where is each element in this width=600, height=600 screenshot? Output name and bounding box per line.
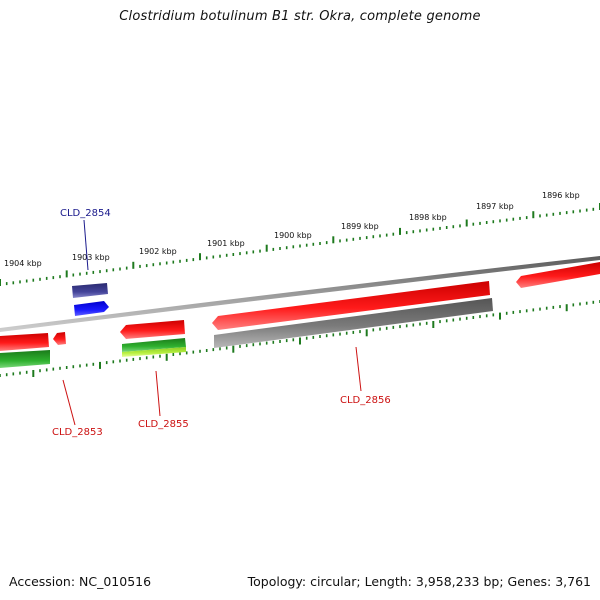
gene-green-left[interactable] xyxy=(0,350,50,368)
gene-cld2853-arrow[interactable] xyxy=(53,332,66,345)
inner-scale-ticks xyxy=(0,300,600,377)
leader-cld2853 xyxy=(62,379,76,426)
accession-text: Accession: NC_010516 xyxy=(9,574,152,589)
leader-cld2856 xyxy=(355,346,362,392)
scale-label-1899: 1899 kbp xyxy=(341,222,379,231)
scale-label-1896: 1896 kbp xyxy=(542,191,580,200)
scale-label-1900: 1900 kbp xyxy=(274,231,312,240)
gene-cld2854[interactable] xyxy=(72,283,108,298)
gene-label-cld2853[interactable]: CLD_2853 xyxy=(52,427,103,438)
gene-cld2853-left[interactable] xyxy=(0,333,49,351)
gene-cld2853[interactable] xyxy=(53,332,66,345)
scale-label-1901: 1901 kbp xyxy=(207,239,245,248)
outer-scale-ticks xyxy=(0,203,600,286)
scale-label-1903: 1903 kbp xyxy=(72,253,110,262)
leader-cld2855 xyxy=(155,370,161,417)
scale-labels: 1904 kbp 1903 kbp 1902 kbp 1901 kbp 1900… xyxy=(4,191,580,268)
gene-cld2856-arrow[interactable] xyxy=(212,281,490,330)
gene-blue-feature[interactable] xyxy=(74,301,109,316)
gene-cld2854-arrow[interactable] xyxy=(72,283,108,298)
genome-backbone xyxy=(0,256,600,332)
gene-right-red[interactable] xyxy=(516,262,600,288)
gene-cld2856[interactable] xyxy=(212,281,490,330)
gene-green-mid[interactable] xyxy=(122,338,186,352)
gene-cld2855-arrow[interactable] xyxy=(120,320,185,339)
map-title: Clostridium botulinum B1 str. Okra, comp… xyxy=(119,9,481,24)
scale-label-1902: 1902 kbp xyxy=(139,247,177,256)
genome-summary-text: Topology: circular; Length: 3,958,233 bp… xyxy=(247,574,591,589)
scale-label-1904: 1904 kbp xyxy=(4,259,42,268)
gene-label-cld2856[interactable]: CLD_2856 xyxy=(340,395,391,406)
gene-cld2855[interactable] xyxy=(120,320,185,339)
leader-cld2854 xyxy=(83,219,89,271)
scale-label-1897: 1897 kbp xyxy=(476,202,514,211)
scale-label-1898: 1898 kbp xyxy=(409,213,447,222)
gene-label-cld2855[interactable]: CLD_2855 xyxy=(138,419,189,430)
gene-lime-mid[interactable] xyxy=(122,347,186,357)
gene-gray-large[interactable] xyxy=(214,298,493,348)
gene-label-cld2854[interactable]: CLD_2854 xyxy=(60,208,111,219)
